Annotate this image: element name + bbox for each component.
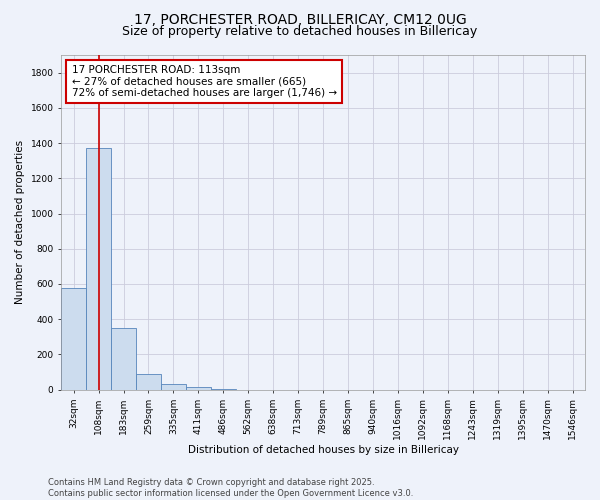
Bar xyxy=(111,328,136,390)
Text: 17, PORCHESTER ROAD, BILLERICAY, CM12 0UG: 17, PORCHESTER ROAD, BILLERICAY, CM12 0U… xyxy=(134,12,466,26)
Bar xyxy=(86,148,111,390)
X-axis label: Distribution of detached houses by size in Billericay: Distribution of detached houses by size … xyxy=(188,445,458,455)
Y-axis label: Number of detached properties: Number of detached properties xyxy=(15,140,25,304)
Bar xyxy=(161,384,186,390)
Text: Contains HM Land Registry data © Crown copyright and database right 2025.
Contai: Contains HM Land Registry data © Crown c… xyxy=(48,478,413,498)
Bar xyxy=(186,387,211,390)
Bar xyxy=(61,288,86,390)
Text: 17 PORCHESTER ROAD: 113sqm
← 27% of detached houses are smaller (665)
72% of sem: 17 PORCHESTER ROAD: 113sqm ← 27% of deta… xyxy=(71,65,337,98)
Bar xyxy=(136,374,161,390)
Text: Size of property relative to detached houses in Billericay: Size of property relative to detached ho… xyxy=(122,25,478,38)
Bar xyxy=(211,389,236,390)
